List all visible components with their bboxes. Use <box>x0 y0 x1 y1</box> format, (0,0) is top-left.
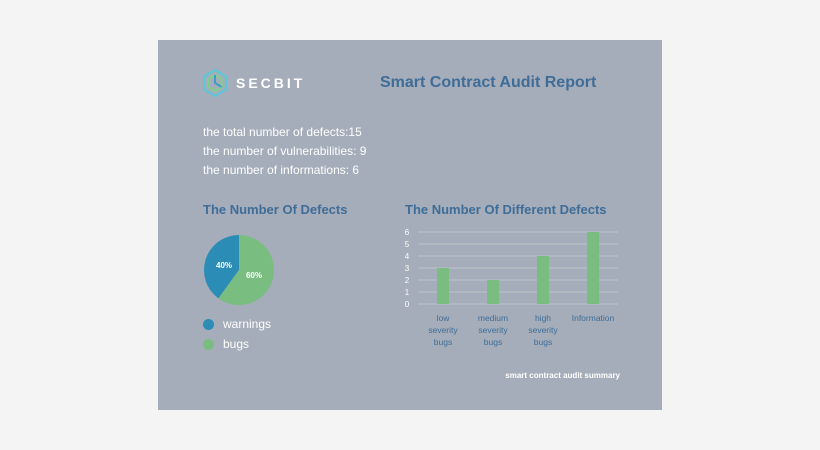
y-tick-label: 3 <box>405 264 410 273</box>
y-tick-label: 0 <box>405 300 410 309</box>
x-tick-label: low severity bugs <box>428 313 458 347</box>
y-tick-label: 5 <box>405 240 410 249</box>
defects-pie-chart: 40% 60% <box>204 235 274 305</box>
legend-swatch-bugs <box>203 338 214 350</box>
y-tick-label: 4 <box>405 252 410 261</box>
x-tick-label: medium severity bugs <box>478 313 509 347</box>
y-tick-label: 1 <box>405 288 410 297</box>
bar <box>537 256 549 304</box>
pie-chart-title: The Number Of Defects <box>203 202 348 217</box>
pie-slice-warnings <box>204 235 239 299</box>
bar <box>437 268 449 304</box>
stat-vulnerabilities: the number of vulnerabilities: 9 <box>203 144 367 158</box>
pie-label-bugs: 60% <box>246 271 262 280</box>
report-title: Smart Contract Audit Report <box>380 74 597 91</box>
pie-label-warnings: 40% <box>216 261 232 270</box>
report-card: SECBIT Smart Contract Audit Report the t… <box>158 40 662 410</box>
pie-legend: warnings bugs <box>203 314 271 354</box>
stat-total-defects: the total number of defects:15 <box>203 125 362 139</box>
stats-list: the total number of defects:15 the numbe… <box>203 123 366 180</box>
footer-caption: smart contract audit summary <box>505 371 620 380</box>
legend-label-warnings: warnings <box>223 317 272 331</box>
x-tick-label: Information <box>572 313 615 323</box>
stat-informations: the number of informations: 6 <box>203 163 360 177</box>
y-tick-label: 2 <box>405 276 410 285</box>
legend-swatch-warnings <box>203 318 214 330</box>
legend-item-warnings: warnings <box>203 314 271 334</box>
bar <box>487 280 499 304</box>
legend-item-bugs: bugs <box>203 334 271 354</box>
secbit-hexagon-logo-icon <box>202 68 228 98</box>
pie-slice-bugs <box>218 235 274 305</box>
defects-bar-chart: 0 1 2 3 4 5 6 low severity bugs medium severity bugs… <box>405 228 618 347</box>
y-tick-label: 6 <box>405 228 410 237</box>
bar-chart-title: The Number Of Different Defects <box>405 202 607 217</box>
legend-label-bugs: bugs <box>223 337 250 351</box>
brand-logo: SECBIT <box>202 68 305 98</box>
x-tick-label: high severity bugs <box>528 313 558 347</box>
brand-name: SECBIT <box>236 75 306 91</box>
bar <box>587 232 599 304</box>
